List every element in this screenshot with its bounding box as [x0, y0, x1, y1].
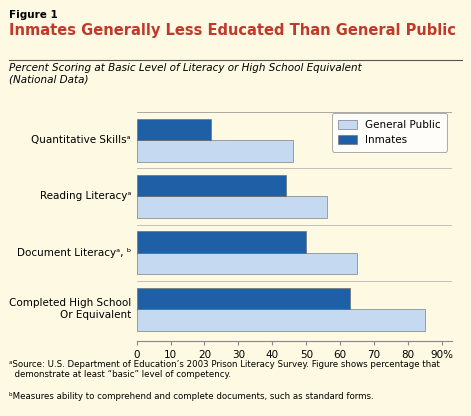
Bar	[137, 196, 326, 218]
Bar	[137, 309, 425, 331]
Text: ᵃSource: U.S. Department of Education’s 2003 Prison Literacy Survey. Figure show: ᵃSource: U.S. Department of Education’s …	[9, 360, 440, 379]
Bar	[137, 175, 286, 196]
Text: Figure 1: Figure 1	[9, 10, 58, 20]
Bar	[137, 288, 350, 309]
Bar	[137, 253, 357, 274]
Bar	[137, 231, 306, 253]
Text: Inmates Generally Less Educated Than General Public: Inmates Generally Less Educated Than Gen…	[9, 23, 456, 38]
Bar	[137, 140, 292, 161]
Text: Percent Scoring at Basic Level of Literacy or High School Equivalent
(National D: Percent Scoring at Basic Level of Litera…	[9, 63, 362, 85]
Legend: General Public, Inmates: General Public, Inmates	[332, 114, 447, 151]
Text: ᵇMeasures ability to comprehend and complete documents, such as standard forms.: ᵇMeasures ability to comprehend and comp…	[9, 392, 374, 401]
Bar	[137, 119, 211, 140]
